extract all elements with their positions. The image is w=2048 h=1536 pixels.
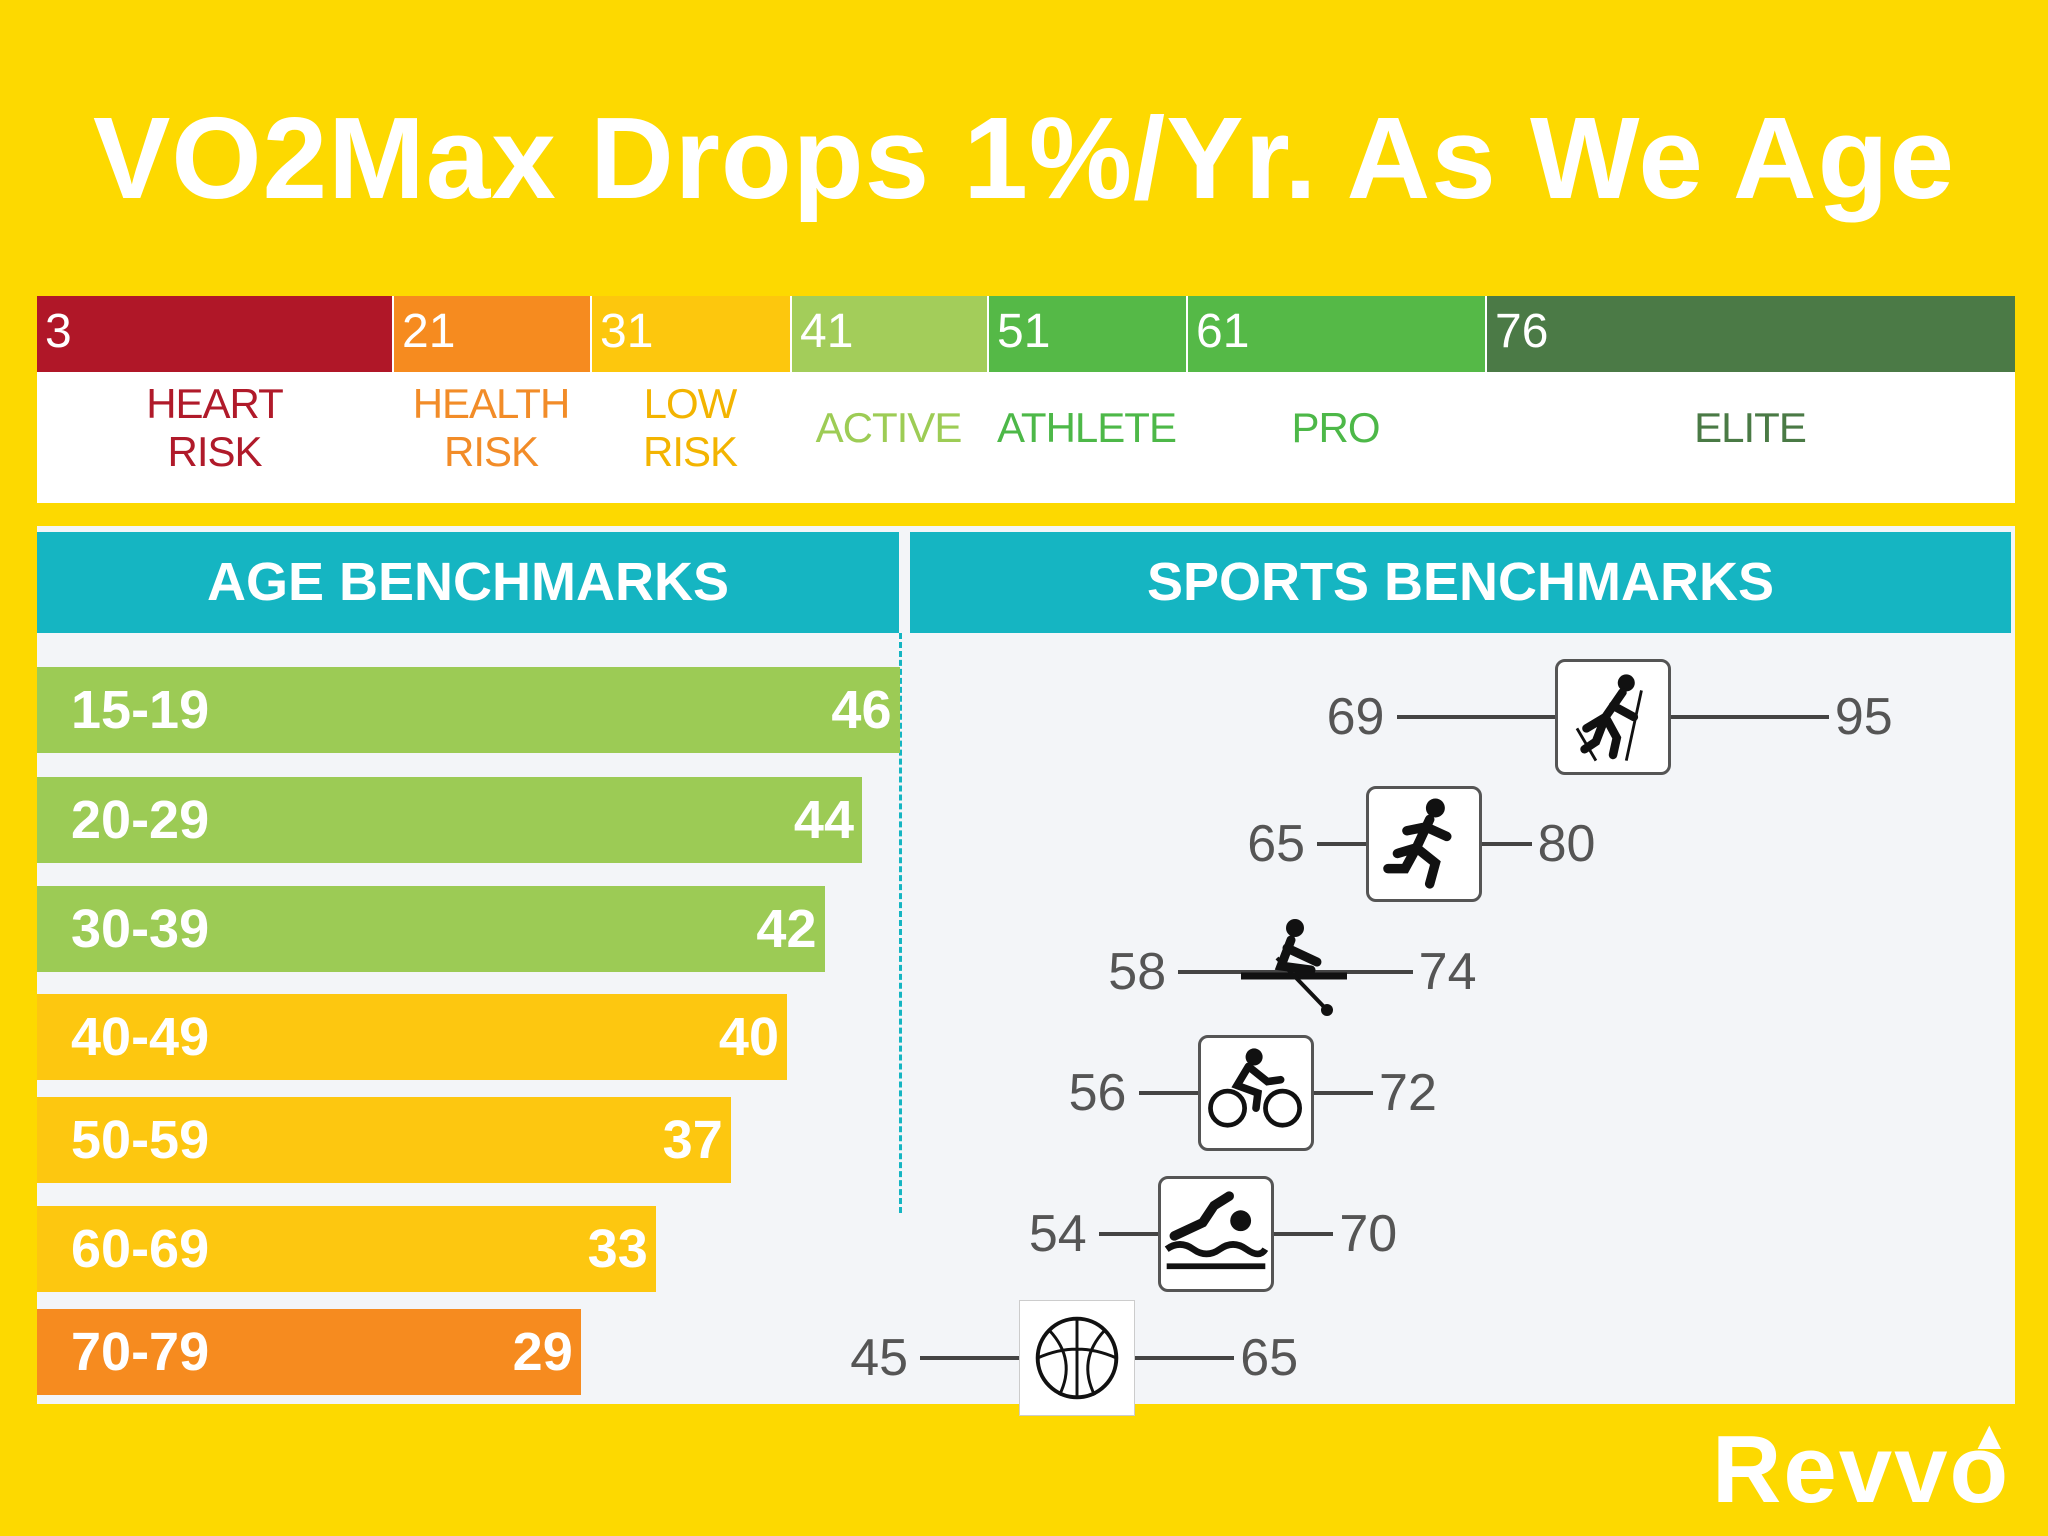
scale-segment: 51 [987, 296, 1186, 372]
sport-max-value: 95 [1834, 688, 1893, 746]
age-bar: 60-69 33 [37, 1206, 656, 1292]
scale-zone-label-line: ELITE [1694, 404, 1807, 451]
age-bar: 15-19 46 [37, 667, 900, 753]
scale-zone-label: ELITE [1485, 404, 2015, 452]
scale-zone-label-line: RISK [642, 428, 738, 475]
sport-max-value: 72 [1379, 1064, 1437, 1122]
age-bar-label: 30-39 [71, 899, 210, 959]
sport-max-value: 74 [1418, 943, 1477, 1001]
basketball-icon [1019, 1300, 1136, 1416]
scale-segment: 21 [392, 296, 590, 372]
age-bar-label: 50-59 [71, 1110, 210, 1170]
scale-zone-label-line: HEART [146, 380, 284, 427]
sport-min-value: 69 [1326, 688, 1385, 746]
age-bar-label: 40-49 [71, 1007, 210, 1067]
scale-zone-label-line: ACTIVE [815, 404, 963, 451]
age-bar: 50-59 37 [37, 1097, 731, 1183]
running-icon [1366, 786, 1483, 902]
sport-max-value: 65 [1240, 1329, 1299, 1387]
vo2max-scale: 3 HEART RISK 21 HEALTH RISK 31 LOW RISK 41 ACTIVE 5… [37, 296, 2015, 503]
scale-zone-label: ACTIVE [790, 404, 987, 452]
scale-zone-label: HEART RISK [37, 380, 392, 476]
scale-segment: 61 [1186, 296, 1485, 372]
scale-segment-start: 61 [1196, 305, 1250, 358]
scale-segment-start: 51 [997, 305, 1051, 358]
scale-segment: 3 [37, 296, 392, 372]
scale-zone-label: LOW RISK [590, 380, 790, 476]
sport-min-value: 56 [1068, 1064, 1127, 1122]
age-bar: 70-79 29 [37, 1309, 581, 1395]
scale-zone-label-line: HEALTH [412, 380, 571, 427]
cross-country-skiing-icon [1554, 659, 1671, 775]
age-bar-label: 20-29 [71, 790, 210, 850]
age-bar-value: 40 [718, 1007, 779, 1067]
scale-segment: 31 [590, 296, 790, 372]
scale-zone-label-line: PRO [1291, 404, 1380, 451]
flame-icon: ▲ [1969, 1414, 2012, 1458]
sport-min-value: 45 [850, 1329, 909, 1387]
age-bar: 30-39 42 [37, 886, 825, 972]
age-benchmarks-header: AGE BENCHMARKS [37, 532, 899, 633]
scale-zone-label: PRO [1186, 404, 1485, 452]
scale-zone-label-line: RISK [167, 428, 262, 475]
sports-benchmarks-header: SPORTS BENCHMARKS [910, 532, 2011, 633]
scale-zone-label-line: LOW [643, 380, 738, 427]
scale-segment-start: 31 [600, 305, 654, 358]
swimming-icon [1158, 1176, 1275, 1292]
age-bar-value: 46 [831, 680, 892, 740]
scale-zone-label: ATHLETE [987, 404, 1186, 452]
age-bar-value: 42 [756, 899, 817, 959]
revvo-logo: Revvo ▲ [1712, 1414, 2010, 1520]
sport-min-value: 54 [1028, 1205, 1087, 1263]
divider-dashed-line [899, 633, 902, 1213]
scale-segment: 41 [790, 296, 987, 372]
age-bar-label: 15-19 [71, 680, 210, 740]
scale-segment-start: 21 [402, 305, 456, 358]
age-bar-label: 70-79 [71, 1322, 210, 1382]
age-bar-value: 33 [587, 1219, 648, 1279]
scale-segment-start: 41 [800, 305, 854, 358]
sport-max-value: 70 [1339, 1205, 1398, 1263]
scale-zone-label-line: ATHLETE [997, 404, 1177, 451]
scale-segment: 76 [1485, 296, 2015, 372]
age-bar: 40-49 40 [37, 994, 787, 1080]
cycling-icon [1197, 1035, 1314, 1151]
scale-zone-label-line: RISK [443, 428, 539, 475]
page-title: VO2Max Drops 1%/Yr. As We Age [92, 93, 1955, 223]
age-bar-value: 29 [512, 1322, 573, 1382]
scale-segment-start: 3 [45, 305, 72, 358]
age-bar-label: 60-69 [71, 1219, 210, 1279]
sport-min-value: 58 [1108, 943, 1167, 1001]
scale-segment-start: 76 [1495, 305, 1549, 358]
age-bar-value: 37 [662, 1110, 723, 1170]
age-bar-value: 44 [793, 790, 854, 850]
rowing-icon [1237, 914, 1353, 1030]
benchmarks-panel: AGE BENCHMARKS SPORTS BENCHMARKS 15-19 46… [37, 526, 2015, 1416]
scale-zone-label: HEALTH RISK [392, 380, 590, 476]
sport-max-value: 80 [1537, 815, 1596, 873]
age-bar: 20-29 44 [37, 777, 862, 863]
sport-min-value: 65 [1247, 815, 1306, 873]
